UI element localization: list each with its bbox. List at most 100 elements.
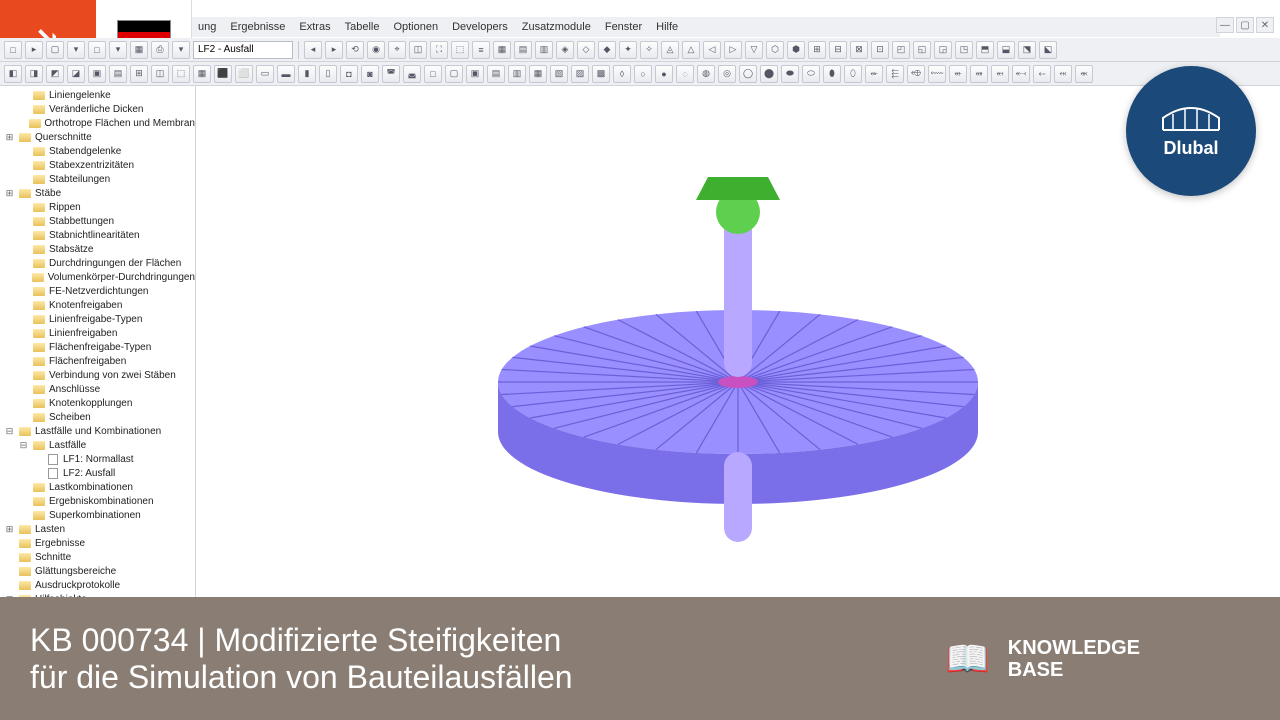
tree-item[interactable]: Linienfreigaben	[0, 326, 195, 340]
navigator-tree[interactable]: LiniengelenkeVeränderliche DickenOrthotr…	[0, 86, 196, 597]
tree-item[interactable]: Rippen	[0, 200, 195, 214]
toolbar-button[interactable]: ◨	[25, 65, 43, 83]
toolbar-button[interactable]: ▣	[88, 65, 106, 83]
tree-item[interactable]: Ergebnisse	[0, 536, 195, 550]
toolbar-button[interactable]: ⊡	[871, 41, 889, 59]
tree-item[interactable]: Stabsätze	[0, 242, 195, 256]
toolbar-button[interactable]: ⌖	[388, 41, 406, 59]
toolbar-button[interactable]: ⬒	[976, 41, 994, 59]
maximize-button[interactable]: ▢	[1236, 17, 1254, 33]
tree-item[interactable]: Durchdringungen der Flächen	[0, 256, 195, 270]
close-button[interactable]: ✕	[1256, 17, 1274, 33]
toolbar-button[interactable]: ▤	[514, 41, 532, 59]
tree-item[interactable]: Stabnichtlinearitäten	[0, 228, 195, 242]
toolbar-button[interactable]: ▩	[592, 65, 610, 83]
toolbar-button[interactable]: ◯	[739, 65, 757, 83]
toolbar-button[interactable]: ▢	[445, 65, 463, 83]
tree-item[interactable]: LF2: Ausfall	[0, 466, 195, 480]
toolbar-button[interactable]: ⬚	[172, 65, 190, 83]
toolbar-button[interactable]: ⬚	[451, 41, 469, 59]
menu-hilfe[interactable]: Hilfe	[656, 21, 678, 33]
toolbar-button[interactable]: ⛶	[430, 41, 448, 59]
tree-item[interactable]: Lastkombinationen	[0, 480, 195, 494]
menu-tabelle[interactable]: Tabelle	[345, 21, 380, 33]
menu-ung[interactable]: ung	[198, 21, 216, 33]
toolbar-button[interactable]: ⬳	[928, 65, 946, 83]
tree-item[interactable]: FE-Netzverdichtungen	[0, 284, 195, 298]
tree-item[interactable]: Ausdruckprotokolle	[0, 578, 195, 592]
toolbar-button[interactable]: ◫	[409, 41, 427, 59]
toolbar-button[interactable]: ◂	[304, 41, 322, 59]
toolbar-button[interactable]: ▦	[529, 65, 547, 83]
toolbar-button[interactable]: ⬴	[949, 65, 967, 83]
toolbar-button[interactable]: ◆	[598, 41, 616, 59]
toolbar-button[interactable]: ✧	[640, 41, 658, 59]
menu-optionen[interactable]: Optionen	[393, 21, 438, 33]
toolbar-button[interactable]: ⬶	[991, 65, 1009, 83]
toolbar-button[interactable]: ⬱	[886, 65, 904, 83]
toolbar-button[interactable]: ⬔	[1018, 41, 1036, 59]
toolbar-button[interactable]: ▯	[319, 65, 337, 83]
toolbar-button[interactable]: ✦	[619, 41, 637, 59]
toolbar-button[interactable]: ▷	[724, 41, 742, 59]
toolbar-button[interactable]: ▬	[277, 65, 295, 83]
tree-item[interactable]: ⊟Lastfälle	[0, 438, 195, 452]
toolbar-button[interactable]: ⬭	[802, 65, 820, 83]
menubar[interactable]: ungErgebnisseExtrasTabelleOptionenDevelo…	[192, 17, 1220, 37]
tree-item[interactable]: Glättungsbereiche	[0, 564, 195, 578]
toolbar-button[interactable]: ◫	[151, 65, 169, 83]
toolbar-button[interactable]: ▢	[46, 41, 64, 59]
tree-item[interactable]: LF1: Normallast	[0, 452, 195, 466]
toolbar-button[interactable]: ○	[634, 65, 652, 83]
toolbar-button[interactable]: ▾	[67, 41, 85, 59]
toolbar-button[interactable]: ◌	[676, 65, 694, 83]
toolbar-button[interactable]: ⬮	[823, 65, 841, 83]
tree-item[interactable]: Liniengelenke	[0, 88, 195, 102]
toolbar-button[interactable]: ◘	[340, 65, 358, 83]
toolbar-button[interactable]: ⬢	[787, 41, 805, 59]
toolbar-button[interactable]: ▤	[109, 65, 127, 83]
tree-item[interactable]: Knotenkopplungen	[0, 396, 195, 410]
toolbar-button[interactable]: ⬜	[235, 65, 253, 83]
toolbar-button[interactable]: ▣	[466, 65, 484, 83]
toolbar-button[interactable]: □	[424, 65, 442, 83]
toolbar-button[interactable]: ▥	[535, 41, 553, 59]
toolbar-button[interactable]: □	[88, 41, 106, 59]
toolbar-button[interactable]: ◁	[703, 41, 721, 59]
toolbar-button[interactable]: ▤	[487, 65, 505, 83]
menu-zusatzmodule[interactable]: Zusatzmodule	[522, 21, 591, 33]
menu-developers[interactable]: Developers	[452, 21, 508, 33]
toolbar-button[interactable]: ◰	[892, 41, 910, 59]
toolbar-button[interactable]: ≡	[472, 41, 490, 59]
toolbar-button[interactable]: ⬺	[1075, 65, 1093, 83]
toolbar-button[interactable]: ⬤	[760, 65, 778, 83]
tree-item[interactable]: Superkombinationen	[0, 508, 195, 522]
toolbar-button[interactable]: ▸	[325, 41, 343, 59]
toolbar-button[interactable]: ⬓	[997, 41, 1015, 59]
toolbar-button[interactable]: ◱	[913, 41, 931, 59]
toolbar-button[interactable]: ◇	[577, 41, 595, 59]
toolbar-button[interactable]: ⊟	[829, 41, 847, 59]
tree-item[interactable]: Stabendgelenke	[0, 144, 195, 158]
tree-item[interactable]: Linienfreigabe-Typen	[0, 312, 195, 326]
toolbar-button[interactable]: ⬬	[781, 65, 799, 83]
load-case-combo[interactable]: LF2 - Ausfall	[193, 41, 293, 59]
toolbar-button[interactable]: ▦	[193, 65, 211, 83]
toolbar-button[interactable]: ⬕	[1039, 41, 1057, 59]
toolbar-button[interactable]: ◲	[934, 41, 952, 59]
toolbar-button[interactable]: ▧	[550, 65, 568, 83]
tree-item[interactable]: Scheiben	[0, 410, 195, 424]
menu-fenster[interactable]: Fenster	[605, 21, 642, 33]
tree-item[interactable]: Stabteilungen	[0, 172, 195, 186]
tree-item[interactable]: ⊞Lasten	[0, 522, 195, 536]
tree-item[interactable]: Orthotrope Flächen und Membran	[0, 116, 195, 130]
toolbar-button[interactable]: ◩	[46, 65, 64, 83]
toolbar-button[interactable]: ⬰	[865, 65, 883, 83]
toolbar-button[interactable]: ⊞	[130, 65, 148, 83]
toolbar-button[interactable]: ▨	[571, 65, 589, 83]
toolbar-button[interactable]: ◈	[556, 41, 574, 59]
tree-item[interactable]: Flächenfreigaben	[0, 354, 195, 368]
toolbar-button[interactable]: ▦	[130, 41, 148, 59]
toolbar-button[interactable]: ⬡	[766, 41, 784, 59]
tree-item[interactable]: Stabexzentrizitäten	[0, 158, 195, 172]
